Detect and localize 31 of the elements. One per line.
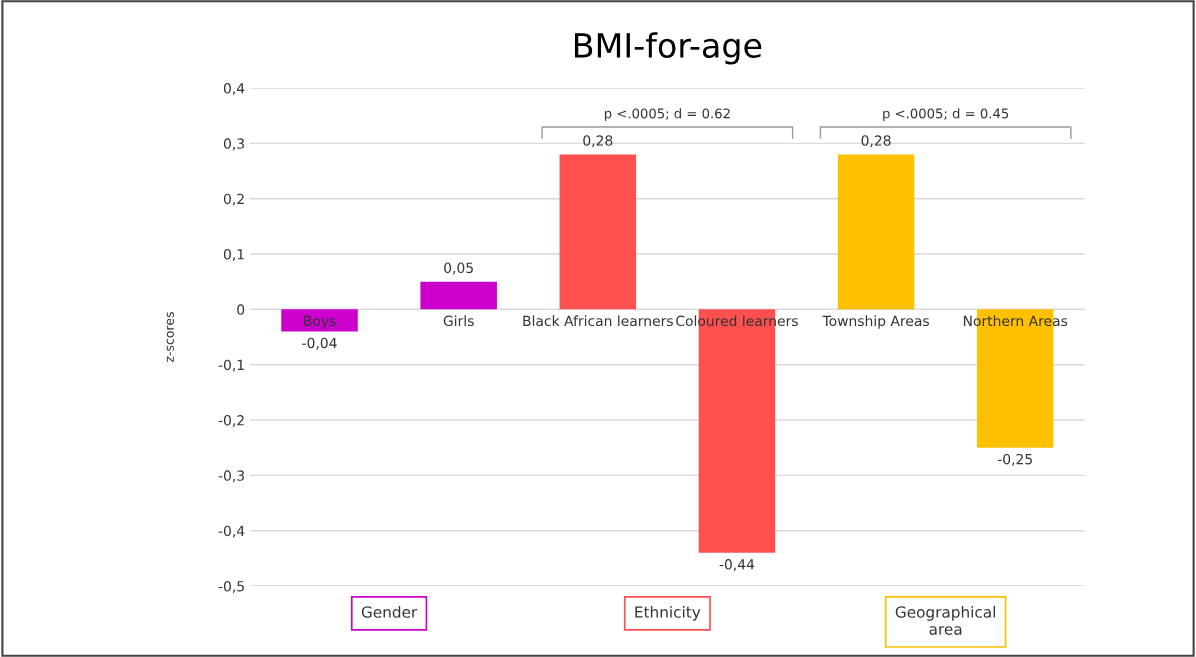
annotation: p <.0005; d = 0.62 [604,108,730,121]
y-tick-label: 0 [237,304,245,315]
text: Geographical area [895,605,995,635]
bar [559,154,637,310]
x-tick-label: Boys [304,315,336,329]
x-tick-label: Girls [443,315,474,327]
annotation: p <.0005; d = 0.45 [883,108,1009,121]
data-label: -0,44 [719,559,755,571]
text: Ethnicity [635,605,701,621]
y-tick-label: -0,5 [218,581,244,593]
x-tick-label: Township Areas [822,315,929,329]
data-label: 0,05 [444,262,473,275]
y-tick-label: -0,1 [218,359,244,372]
y-tick-label: -0,4 [218,525,245,538]
data-label: -0,04 [302,337,337,350]
text: Gender [361,605,418,618]
bar [281,309,358,332]
data-label: -0,25 [997,453,1032,466]
bar [837,154,915,310]
y-tick-label: 0,3 [223,138,244,151]
y-tick-label: -0,2 [218,415,244,427]
y-tick-label: 0,2 [223,193,244,206]
y-axis-title: z-scores [166,312,174,363]
y-tick-label: 0,1 [223,249,244,261]
data-label: 0,28 [583,135,613,148]
bar [420,281,497,310]
y-tick-label: -0,3 [218,470,244,483]
y-tick-label: 0,4 [223,83,245,95]
data-label: 0,28 [861,135,891,148]
x-tick-label: Black African learners [523,315,673,327]
chart-title: BMI-for-age [574,32,762,65]
